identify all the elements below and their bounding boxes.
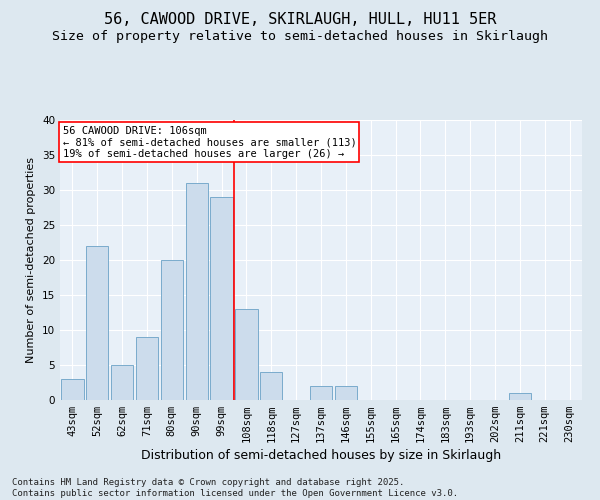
Bar <box>161 260 183 400</box>
Bar <box>335 386 357 400</box>
Bar <box>211 197 233 400</box>
Bar <box>260 372 283 400</box>
Bar <box>61 379 83 400</box>
Bar <box>310 386 332 400</box>
Bar <box>509 393 531 400</box>
Bar <box>185 183 208 400</box>
Text: 56 CAWOOD DRIVE: 106sqm
← 81% of semi-detached houses are smaller (113)
19% of s: 56 CAWOOD DRIVE: 106sqm ← 81% of semi-de… <box>62 126 356 159</box>
Text: Contains HM Land Registry data © Crown copyright and database right 2025.
Contai: Contains HM Land Registry data © Crown c… <box>12 478 458 498</box>
Bar <box>235 309 257 400</box>
Text: Size of property relative to semi-detached houses in Skirlaugh: Size of property relative to semi-detach… <box>52 30 548 43</box>
Text: 56, CAWOOD DRIVE, SKIRLAUGH, HULL, HU11 5ER: 56, CAWOOD DRIVE, SKIRLAUGH, HULL, HU11 … <box>104 12 496 28</box>
Bar <box>136 337 158 400</box>
X-axis label: Distribution of semi-detached houses by size in Skirlaugh: Distribution of semi-detached houses by … <box>141 450 501 462</box>
Y-axis label: Number of semi-detached properties: Number of semi-detached properties <box>26 157 37 363</box>
Bar <box>111 365 133 400</box>
Bar <box>86 246 109 400</box>
